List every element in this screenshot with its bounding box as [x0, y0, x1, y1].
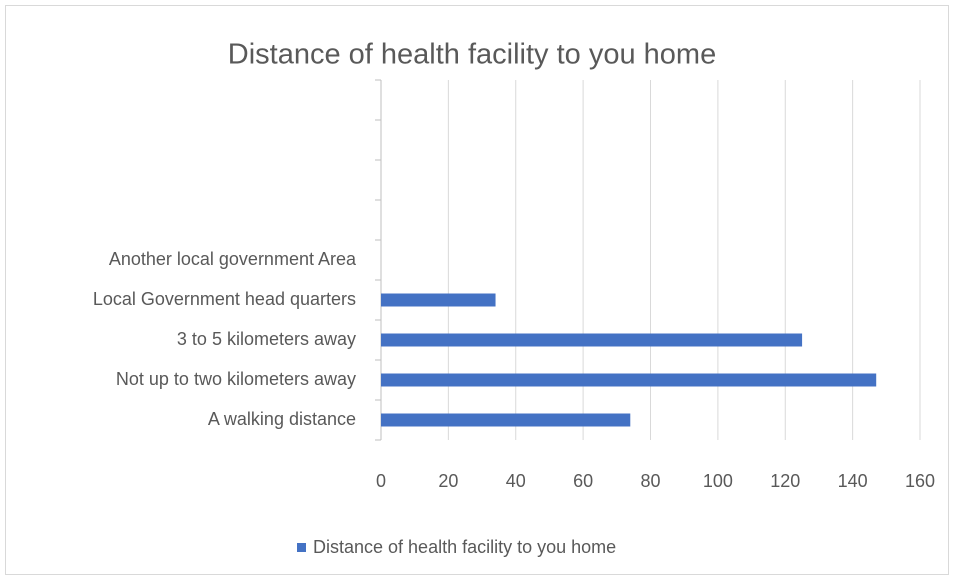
- x-tick-label: 60: [573, 471, 593, 491]
- x-tick-label: 100: [703, 471, 733, 491]
- bar: [381, 373, 877, 387]
- legend-label: Distance of health facility to you home: [313, 537, 616, 557]
- y-tick-label: 3 to 5 kilometers away: [177, 329, 356, 349]
- x-tick-label: 0: [376, 471, 386, 491]
- bar: [381, 293, 496, 307]
- bar: [381, 333, 803, 347]
- x-tick-label: 140: [838, 471, 868, 491]
- x-tick-label: 40: [506, 471, 526, 491]
- y-tick-label: Another local government Area: [109, 249, 357, 269]
- y-tick-label: A walking distance: [208, 409, 356, 429]
- chart-title: Distance of health facility to you home: [228, 39, 716, 71]
- x-tick-label: 160: [905, 471, 935, 491]
- x-tick-label: 20: [438, 471, 458, 491]
- x-tick-label: 80: [640, 471, 660, 491]
- bar: [381, 413, 631, 427]
- y-tick-label: Local Government head quarters: [93, 289, 356, 309]
- chart-border: [5, 5, 949, 575]
- y-tick-label: Not up to two kilometers away: [116, 369, 356, 389]
- legend-swatch: [297, 543, 306, 552]
- x-tick-label: 120: [770, 471, 800, 491]
